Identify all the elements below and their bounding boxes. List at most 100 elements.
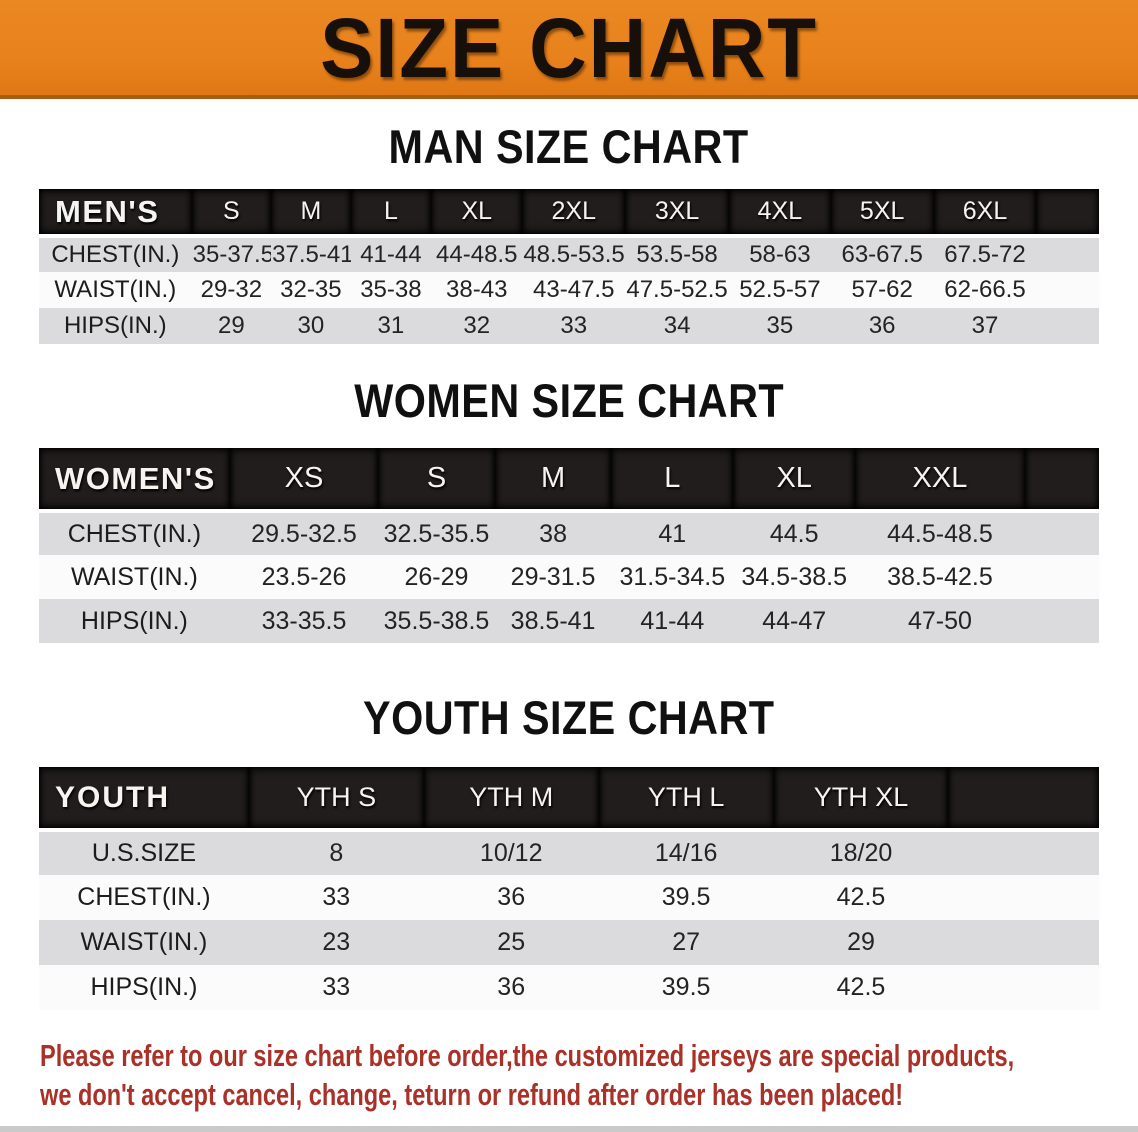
- size-column-header: M: [494, 448, 612, 513]
- measurement-row: CHEST(IN.) 33 36 39.5 42.5: [39, 875, 1099, 920]
- size-value-cell: 10/12: [423, 830, 599, 875]
- size-value-cell: 35-38: [350, 272, 432, 308]
- row-label-cell: U.S.SIZE: [39, 830, 249, 875]
- size-value-cell: 31: [350, 308, 432, 344]
- size-value-cell: 27: [598, 920, 774, 965]
- size-value-cell: 14/16: [598, 830, 774, 875]
- row-filler: [1036, 272, 1099, 308]
- size-column-header: YTH M: [423, 767, 599, 832]
- size-value-cell: 42.5: [773, 875, 949, 920]
- size-value-cell: 52.5-57: [729, 272, 831, 308]
- footnote-line-1: Please refer to our size chart before or…: [40, 1038, 1015, 1073]
- size-column-header: YTH XL: [773, 767, 949, 832]
- size-value-cell: 29.5-32.5: [229, 511, 379, 555]
- size-value-cell: 42.5: [773, 965, 949, 1010]
- size-value-cell: 29: [191, 308, 272, 344]
- measurement-row: WAIST(IN.) 23 25 27 29: [39, 920, 1099, 965]
- size-value-cell: 30: [271, 308, 351, 344]
- measurement-row: HIPS(IN.) 33 36 39.5 42.5: [39, 965, 1099, 1010]
- size-value-cell: 29-32: [191, 272, 272, 308]
- size-value-cell: 43-47.5: [522, 272, 626, 308]
- size-value-cell: 33-35.5: [229, 599, 379, 643]
- measurement-row: WAIST(IN.) 29-32 32-35 35-38 38-43 43-47.5 47.…: [39, 272, 1099, 308]
- size-value-cell: 41-44: [611, 599, 734, 643]
- row-label-cell: HIPS(IN.): [39, 599, 230, 643]
- size-value-cell: 35-37.5: [191, 236, 272, 272]
- row-label-cell: HIPS(IN.): [39, 308, 192, 344]
- footnote: Please refer to our size chart before or…: [40, 1036, 1138, 1114]
- row-label-cell: CHEST(IN.): [39, 236, 192, 272]
- youth-section-heading-text: YOUTH SIZE CHART: [363, 691, 775, 744]
- row-filler: [948, 965, 1099, 1010]
- size-value-cell: 53.5-58: [625, 236, 730, 272]
- size-column-header: L: [350, 189, 432, 238]
- size-value-cell: 23.5-26: [229, 555, 379, 599]
- size-column-header: S: [378, 448, 495, 513]
- size-column-header: YTH S: [248, 767, 424, 832]
- header-filler: [1036, 189, 1099, 238]
- women-section-heading-text: WOMEN SIZE CHART: [354, 374, 784, 427]
- measurement-row: HIPS(IN.) 33-35.5 35.5-38.5 38.5-41 41-44 44-…: [39, 599, 1099, 643]
- table-corner-label: MEN'S: [39, 189, 192, 238]
- banner-title: SIZE CHART: [320, 1, 818, 95]
- size-column-header: S: [191, 189, 272, 238]
- size-value-cell: 38.5-42.5: [855, 555, 1025, 599]
- size-chart-content: MAN SIZE CHART MEN'S S M L XL 2XL 3XL 4XL 5XL 6XL…: [0, 123, 1138, 1114]
- size-column-header: XXL: [855, 448, 1025, 513]
- size-column-header: YTH L: [598, 767, 774, 832]
- size-value-cell: 44.5-48.5: [855, 511, 1025, 555]
- size-value-cell: 34.5-38.5: [733, 555, 856, 599]
- header-filler: [1024, 448, 1099, 513]
- size-value-cell: 63-67.5: [830, 236, 934, 272]
- row-label-cell: CHEST(IN.): [39, 875, 249, 920]
- row-filler: [1024, 555, 1099, 599]
- header-row: MEN'S S M L XL 2XL 3XL 4XL 5XL 6XL: [39, 189, 1099, 238]
- size-value-cell: 38: [494, 511, 612, 555]
- women-size-table-table: WOMEN'S XS S M L XL XXL CHEST(IN.) 29.5-32.5 32.5…: [39, 448, 1099, 643]
- measurement-row: WAIST(IN.) 23.5-26 26-29 29-31.5 31.5-34.5 34…: [39, 555, 1099, 599]
- row-label-cell: HIPS(IN.): [39, 965, 249, 1010]
- size-value-cell: 38-43: [431, 272, 523, 308]
- size-column-header: M: [271, 189, 351, 238]
- size-value-cell: 18/20: [773, 830, 949, 875]
- size-value-cell: 44-47: [733, 599, 856, 643]
- row-filler: [948, 830, 1099, 875]
- size-value-cell: 32: [431, 308, 523, 344]
- size-value-cell: 38.5-41: [494, 599, 612, 643]
- size-value-cell: 35.5-38.5: [378, 599, 495, 643]
- size-value-cell: 23: [248, 920, 424, 965]
- size-column-header: 5XL: [830, 189, 934, 238]
- row-label-cell: WAIST(IN.): [39, 555, 230, 599]
- size-column-header: 6XL: [933, 189, 1037, 238]
- header-row: WOMEN'S XS S M L XL XXL: [39, 448, 1099, 513]
- size-value-cell: 33: [248, 965, 424, 1010]
- size-column-header: 4XL: [729, 189, 831, 238]
- size-column-header: XL: [431, 189, 523, 238]
- size-column-header: L: [611, 448, 734, 513]
- size-value-cell: 36: [423, 875, 599, 920]
- size-value-cell: 41: [611, 511, 734, 555]
- size-value-cell: 47.5-52.5: [625, 272, 730, 308]
- size-value-cell: 41-44: [350, 236, 432, 272]
- size-value-cell: 26-29: [378, 555, 495, 599]
- youth-section-heading: YOUTH SIZE CHART: [0, 691, 1138, 744]
- size-value-cell: 44.5: [733, 511, 856, 555]
- row-filler: [948, 920, 1099, 965]
- size-column-header: XS: [229, 448, 379, 513]
- size-column-header: 3XL: [625, 189, 730, 238]
- size-column-header: XL: [733, 448, 856, 513]
- women-size-table: WOMEN'S XS S M L XL XXL CHEST(IN.) 29.5-32.5 32.5…: [39, 448, 1099, 643]
- women-section-heading: WOMEN SIZE CHART: [0, 374, 1138, 427]
- size-column-header: 2XL: [522, 189, 626, 238]
- youth-size-table-table: YOUTH YTH S YTH M YTH L YTH XL U.S.SIZE 8 10/12…: [39, 767, 1099, 1010]
- size-value-cell: 57-62: [830, 272, 934, 308]
- size-value-cell: 36: [423, 965, 599, 1010]
- men-size-table-table: MEN'S S M L XL 2XL 3XL 4XL 5XL 6XL CHEST(IN.) 35-37…: [39, 189, 1099, 344]
- row-filler: [1036, 236, 1099, 272]
- row-label-cell: WAIST(IN.): [39, 272, 192, 308]
- size-value-cell: 25: [423, 920, 599, 965]
- men-section-heading: MAN SIZE CHART: [0, 123, 1138, 170]
- youth-size-table: YOUTH YTH S YTH M YTH L YTH XL U.S.SIZE 8 10/12…: [39, 767, 1099, 1010]
- size-value-cell: 35: [729, 308, 831, 344]
- size-value-cell: 33: [248, 875, 424, 920]
